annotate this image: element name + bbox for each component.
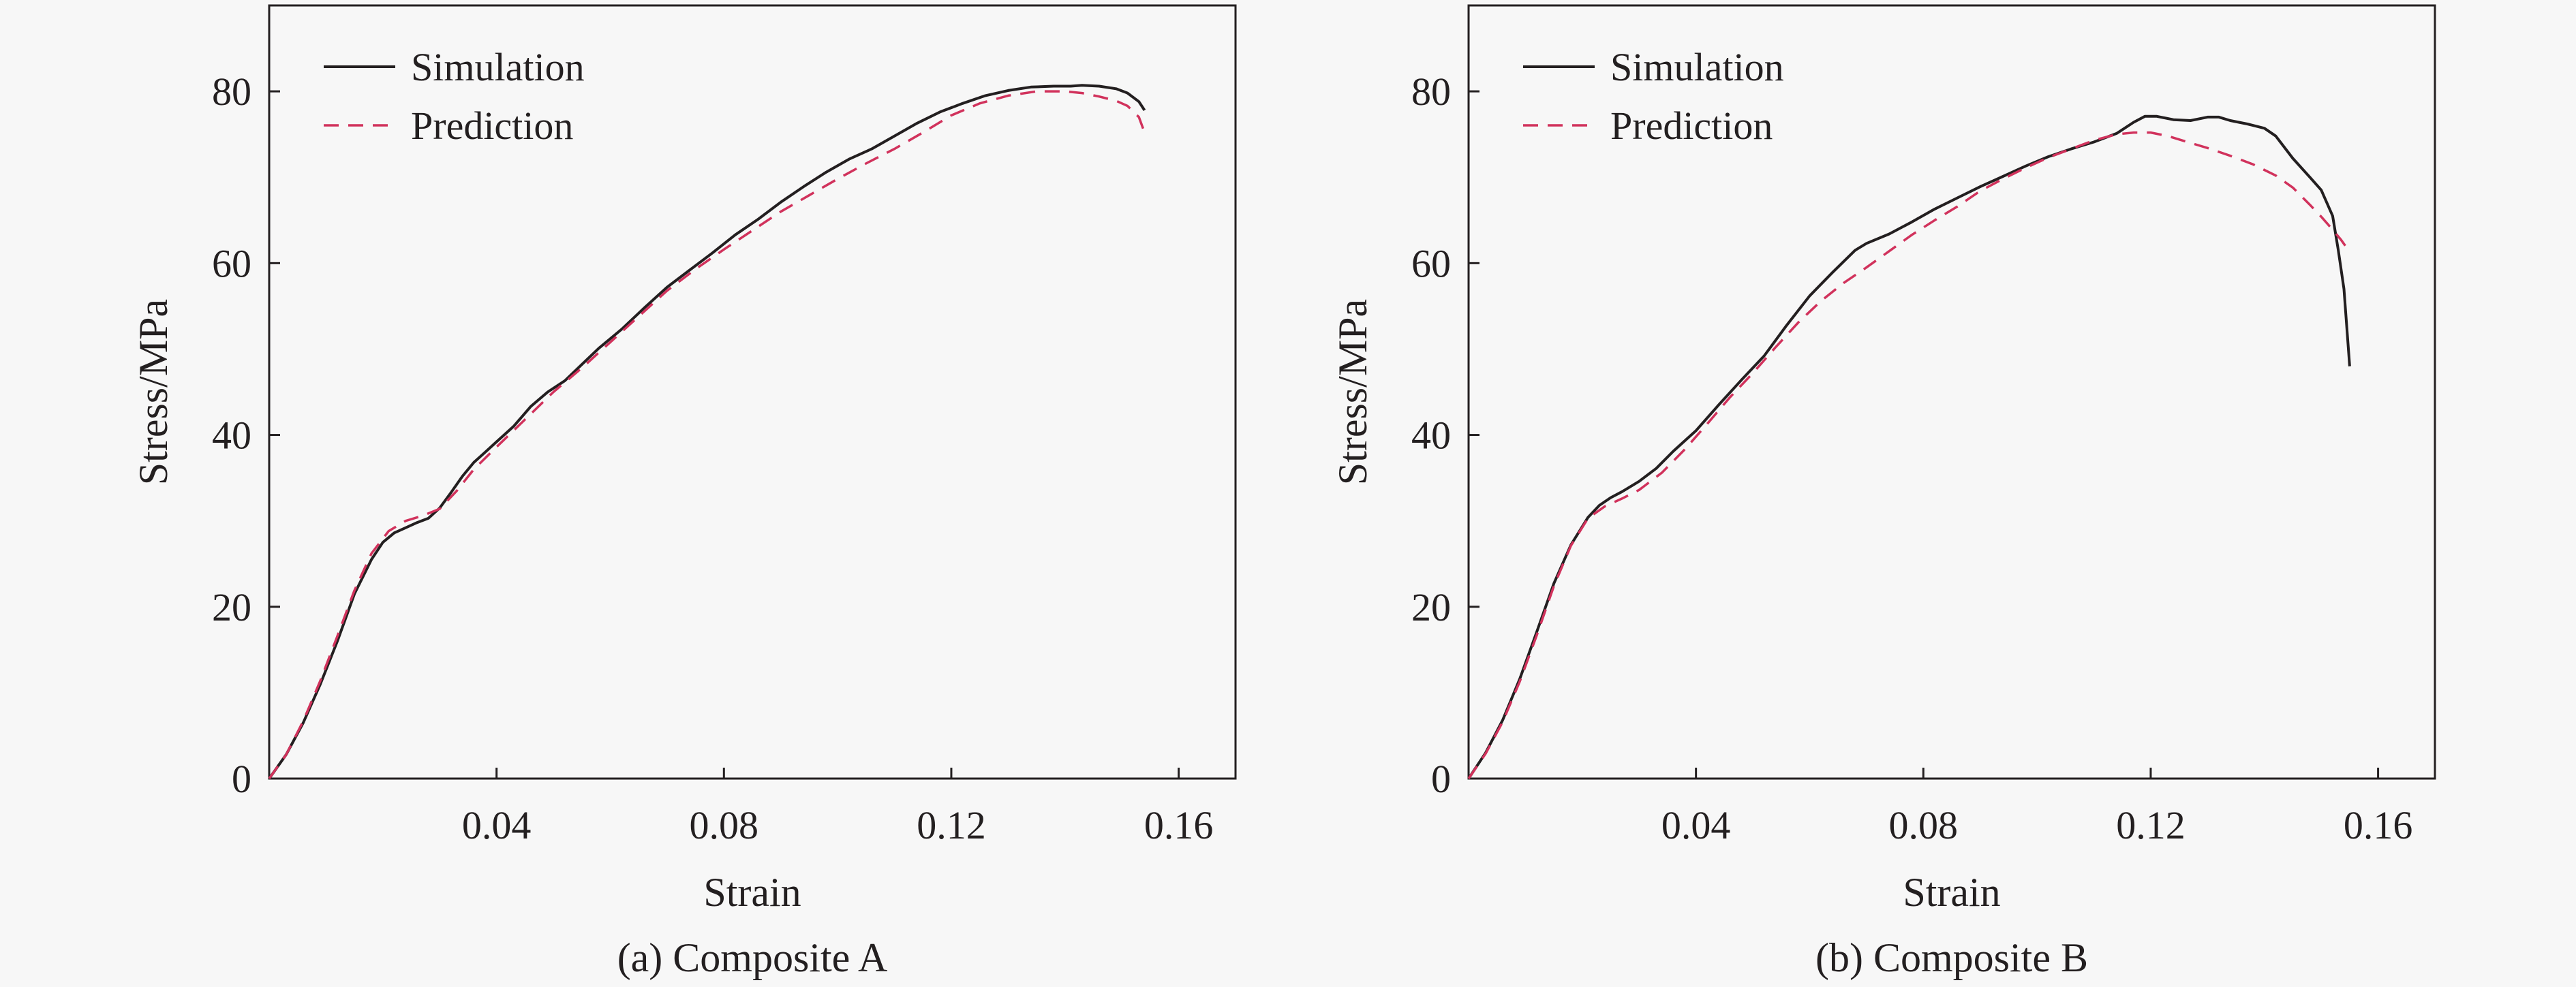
y-tick-label: 20 bbox=[1411, 585, 1451, 629]
series-line-prediction bbox=[1467, 131, 2351, 779]
legend-label-simulation: Simulation bbox=[411, 45, 585, 89]
legend: Simulation Prediction bbox=[324, 45, 585, 148]
series-line-prediction bbox=[268, 90, 1146, 780]
series-line-simulation bbox=[1467, 114, 2351, 780]
y-tick-label: 60 bbox=[1411, 241, 1451, 285]
y-tick-label: 40 bbox=[1411, 413, 1451, 458]
x-tick-label: 0.16 bbox=[2344, 803, 2413, 847]
plot-frame bbox=[268, 4, 1237, 780]
legend-label-simulation: Simulation bbox=[1610, 45, 1784, 89]
x-tick-label: 0.12 bbox=[2116, 803, 2186, 847]
y-tick-label: 60 bbox=[212, 241, 251, 285]
y-tick-label: 40 bbox=[212, 413, 251, 458]
x-tick-label: 0.12 bbox=[917, 803, 986, 847]
y-tick-label: 0 bbox=[232, 757, 251, 801]
x-tick-label: 0.04 bbox=[462, 803, 532, 847]
x-tick-label: 0.16 bbox=[1144, 803, 1214, 847]
x-axis-label: Strain bbox=[1903, 870, 2000, 915]
legend-label-prediction: Prediction bbox=[1610, 104, 1773, 148]
y-tick-label: 80 bbox=[1411, 69, 1451, 114]
y-tick-label: 80 bbox=[212, 69, 251, 114]
y-axis-label: Stress/MPa bbox=[131, 299, 176, 485]
plot-frame bbox=[1467, 4, 2436, 780]
y-tick-label: 0 bbox=[1431, 757, 1451, 801]
y-axis-label: Stress/MPa bbox=[1330, 299, 1375, 485]
legend-label-prediction: Prediction bbox=[411, 104, 573, 148]
chart-panel-b: 0.04 0.08 0.12 0.16 0 20 40 60 80 Strain Stress/MP… bbox=[1330, 4, 2436, 980]
chart-panel-a: 0.04 0.08 0.12 0.16 0 20 40 60 80 Strain Stress/MP… bbox=[131, 4, 1237, 980]
y-tick-label: 20 bbox=[212, 585, 251, 629]
panel-caption: (a) Composite A bbox=[617, 935, 888, 980]
x-tick-label: 0.08 bbox=[690, 803, 759, 847]
x-tick-label: 0.04 bbox=[1661, 803, 1731, 847]
panel-caption: (b) Composite B bbox=[1815, 935, 2088, 980]
x-axis-label: Strain bbox=[703, 870, 801, 915]
legend: Simulation Prediction bbox=[1523, 45, 1784, 148]
series-line-simulation bbox=[268, 84, 1146, 780]
x-tick-label: 0.08 bbox=[1889, 803, 1959, 847]
